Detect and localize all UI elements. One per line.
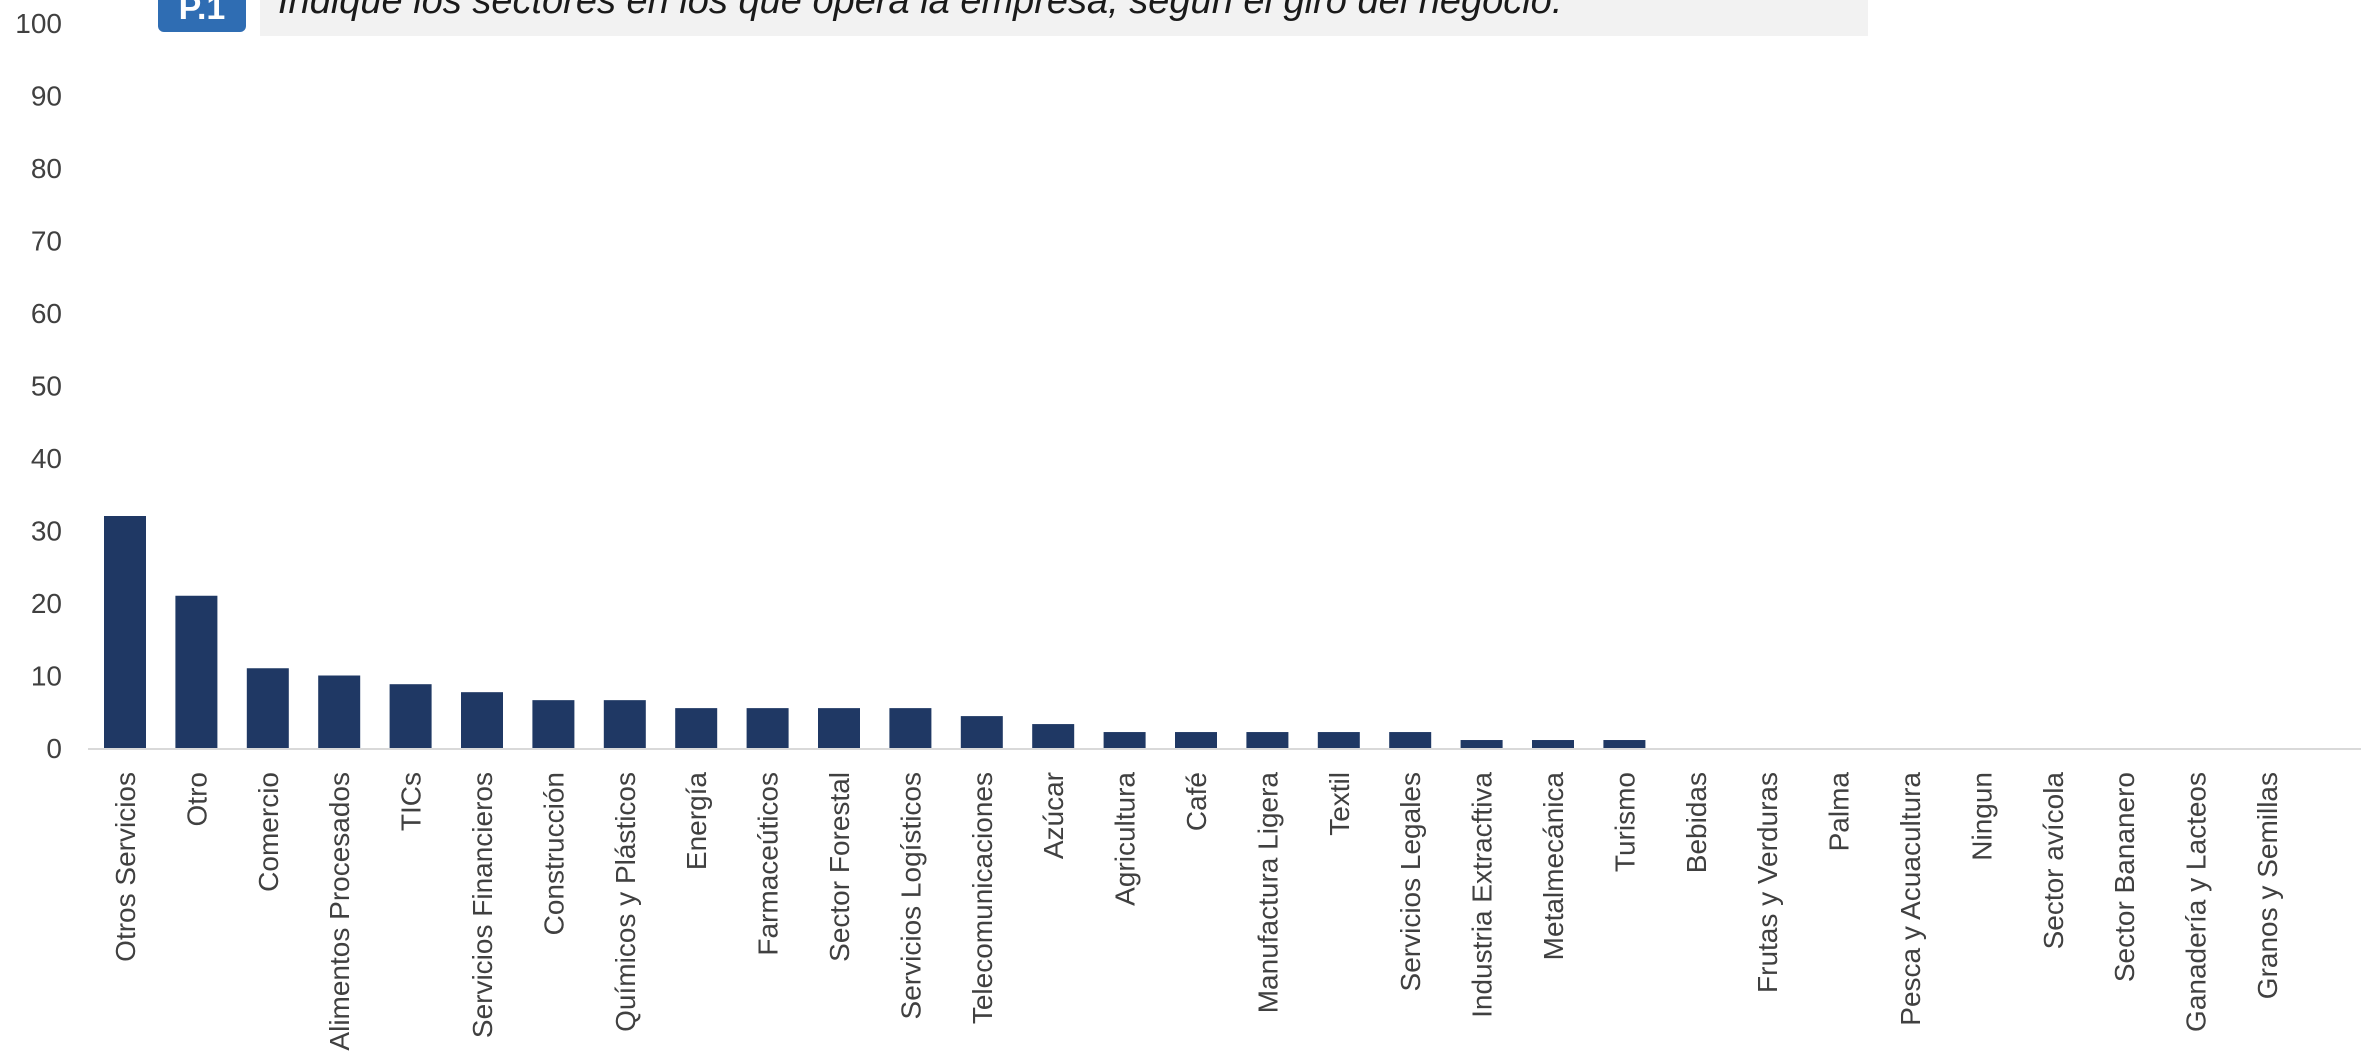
bar bbox=[960, 716, 1003, 748]
y-axis-tick-labels: 0 10 20 30 40 50 60 70 80 90 100 bbox=[15, 8, 62, 764]
bar bbox=[1460, 740, 1503, 748]
x-tick-label: Químicos y Plásticos bbox=[610, 772, 641, 1032]
x-tick-label: Café bbox=[1181, 772, 1212, 831]
bar bbox=[818, 708, 860, 748]
x-tick-label: Servicios Legales bbox=[1395, 772, 1426, 991]
bar bbox=[1032, 724, 1075, 748]
bar bbox=[1103, 732, 1146, 748]
bar bbox=[389, 684, 432, 748]
x-tick-label: Textil bbox=[1324, 772, 1355, 836]
bar bbox=[1389, 732, 1432, 748]
y-tick-label: 90 bbox=[31, 81, 62, 112]
question-text: Indique los sectores en los que opera la… bbox=[278, 0, 1563, 22]
x-tick-label: Comercio bbox=[253, 772, 284, 892]
y-tick-label: 50 bbox=[31, 371, 62, 402]
bar bbox=[532, 700, 575, 748]
x-tick-label: Sector Forestal bbox=[824, 772, 855, 962]
y-tick-label: 0 bbox=[46, 733, 62, 764]
x-tick-label: Industria Extracftiva bbox=[1467, 772, 1498, 1018]
bar bbox=[104, 516, 146, 748]
x-tick-label: Palma bbox=[1824, 772, 1855, 852]
bar bbox=[1175, 732, 1217, 748]
bar bbox=[1532, 740, 1574, 748]
x-tick-label: Granos y Semillas bbox=[2252, 772, 2283, 999]
x-tick-label: Sector Bananero bbox=[2109, 772, 2140, 982]
x-axis-tick-labels: Otros Servicios Otro Comercio Alimentos Pro… bbox=[110, 772, 2283, 1051]
bar bbox=[889, 708, 932, 748]
y-tick-label: 20 bbox=[31, 588, 62, 619]
question-banner: Indique los sectores en los que opera la… bbox=[260, 0, 1868, 36]
x-tick-label: Bebidas bbox=[1681, 772, 1712, 873]
x-tick-label: Manufactura Ligera bbox=[1252, 772, 1283, 1014]
bar bbox=[318, 675, 361, 748]
bar bbox=[603, 700, 646, 748]
x-tick-label: TICs bbox=[396, 772, 427, 831]
y-tick-label: 30 bbox=[31, 516, 62, 547]
bars bbox=[104, 516, 1646, 748]
x-tick-label: Azúcar bbox=[1038, 772, 1069, 859]
x-tick-label: Metalmecánica bbox=[1538, 772, 1569, 961]
x-tick-label: Turismo bbox=[1609, 772, 1640, 872]
x-tick-label: Otros Servicios bbox=[110, 772, 141, 962]
x-tick-label: Farmaceúticos bbox=[753, 772, 784, 956]
bar bbox=[1317, 732, 1360, 748]
bar bbox=[1246, 732, 1289, 748]
y-tick-label: 80 bbox=[31, 153, 62, 184]
question-number: P.1 bbox=[178, 0, 226, 27]
x-tick-label: Ganadería y Lacteos bbox=[2181, 772, 2212, 1032]
question-badge: P.1 bbox=[158, 0, 246, 32]
bar bbox=[675, 708, 718, 748]
bar bbox=[746, 708, 789, 748]
x-tick-label: Frutas y Verduras bbox=[1752, 772, 1783, 993]
y-tick-label: 70 bbox=[31, 226, 62, 257]
x-tick-label: Energía bbox=[681, 772, 712, 870]
x-tick-label: Servicios Financieros bbox=[467, 772, 498, 1038]
x-tick-label: Pesca y Acuacultura bbox=[1895, 772, 1926, 1026]
y-tick-label: 100 bbox=[15, 8, 62, 39]
x-tick-label: Alimentos Procesados bbox=[324, 772, 355, 1051]
bar bbox=[175, 595, 218, 748]
bar bbox=[246, 668, 289, 748]
x-tick-label: Sector avícola bbox=[2038, 772, 2069, 950]
x-tick-label: Telecomunicaciones bbox=[967, 772, 998, 1024]
y-tick-label: 10 bbox=[31, 661, 62, 692]
x-tick-label: Construcción bbox=[538, 772, 569, 935]
x-tick-label: Otro bbox=[181, 772, 212, 826]
y-tick-label: 60 bbox=[31, 298, 62, 329]
bar bbox=[461, 692, 503, 748]
x-tick-label: Ningun bbox=[1966, 772, 1997, 861]
y-tick-label: 40 bbox=[31, 443, 62, 474]
x-tick-label: Agricultura bbox=[1110, 772, 1141, 906]
bar bbox=[1603, 740, 1646, 748]
x-tick-label: Servicios Logísticos bbox=[895, 772, 926, 1019]
